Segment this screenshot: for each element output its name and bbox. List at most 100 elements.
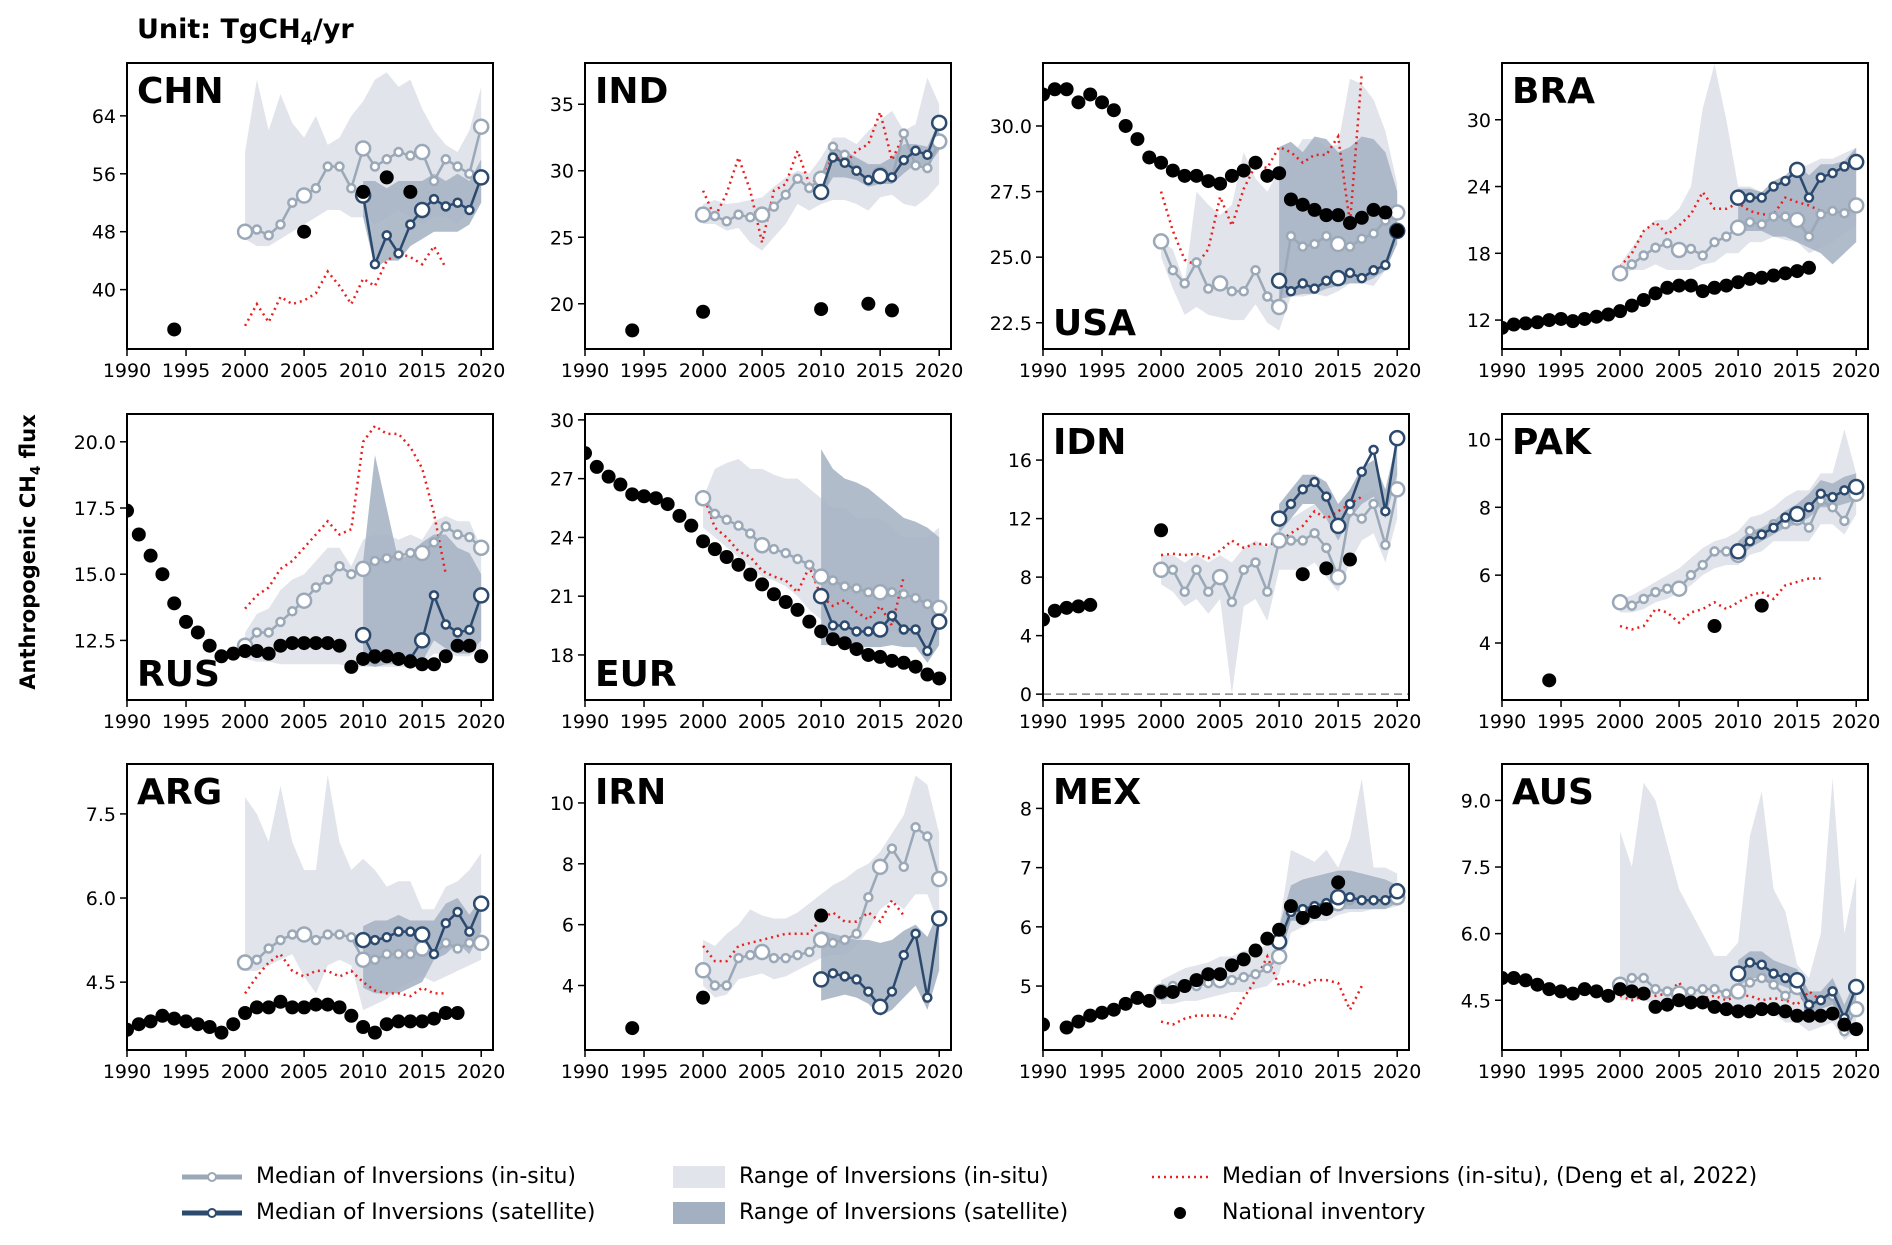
x-tick-label: 2010: [797, 1061, 845, 1083]
inventory-point: [1154, 523, 1169, 538]
inventory-point: [415, 657, 430, 672]
satellite-median-point: [428, 590, 440, 601]
x-tick-label: 2005: [738, 711, 786, 733]
insitu-median-point: [310, 183, 322, 194]
insitu-median-point: [709, 210, 721, 222]
inventory-point: [861, 647, 876, 662]
x-tick-label: 2010: [1714, 1061, 1762, 1083]
inventory-point: [814, 624, 829, 639]
insitu-median-point: [1756, 972, 1767, 984]
insitu-median-point: [1670, 241, 1688, 259]
insitu-median-point: [381, 553, 392, 564]
inventory-point: [143, 1014, 158, 1029]
insitu-median-point: [1626, 972, 1638, 984]
satellite-median-point: [839, 157, 850, 169]
inventory-point: [1801, 260, 1816, 275]
plot-area: [1043, 429, 1409, 695]
x-tick-label: 1990: [103, 1061, 151, 1083]
x-tick-label: 2020: [457, 360, 505, 382]
insitu-median-point: [1744, 525, 1756, 537]
insitu-median-point: [721, 980, 732, 991]
inventory-point: [1059, 82, 1074, 97]
legend-item-satellite-median: Median of Inversions (satellite): [182, 1200, 595, 1225]
insitu-median-point: [1321, 542, 1332, 554]
satellite-median-point: [1780, 175, 1791, 187]
inventory-point: [1672, 993, 1687, 1008]
satellite-median-point: [1803, 999, 1815, 1010]
x-tick-label: 2020: [1832, 711, 1880, 733]
y-tick-label: 30: [550, 161, 574, 183]
x-tick-label: 2010: [1255, 711, 1303, 733]
inventory-point: [1742, 271, 1757, 286]
inventory-point: [238, 644, 253, 659]
y-tick-label: 0: [1020, 684, 1032, 706]
y-tick-label: 15.0: [74, 564, 116, 586]
inventory-point: [1213, 176, 1228, 191]
insitu-range-band: [1620, 429, 1857, 613]
satellite-median-point: [1780, 972, 1791, 984]
insitu-median-point: [1662, 986, 1673, 997]
y-tick-label: 30.0: [990, 116, 1032, 138]
satellite-median-point: [863, 986, 874, 997]
x-tick-label: 1995: [1537, 360, 1585, 382]
insitu-median-point: [922, 162, 933, 174]
insitu-median-point: [922, 831, 933, 842]
satellite-median-point: [381, 932, 392, 943]
inventory-point: [403, 654, 418, 669]
insitu-median-point: [393, 550, 404, 561]
inventory-point: [1825, 1006, 1840, 1021]
x-tick-label: 1995: [1537, 1061, 1585, 1083]
insitu-median-point: [346, 183, 357, 194]
y-tick-label: 6: [562, 915, 574, 937]
insitu-median-point: [413, 143, 431, 161]
x-tick-label: 1990: [561, 360, 609, 382]
insitu-median-point: [1650, 983, 1661, 995]
y-tick-label: 5: [1020, 976, 1032, 998]
y-tick-label: 6: [1020, 917, 1032, 939]
satellite-median-point: [922, 992, 933, 1003]
inventory-point: [320, 636, 335, 651]
y-tick-label: 4: [1479, 633, 1491, 655]
insitu-median-point: [1780, 990, 1791, 1002]
insitu-median-point: [745, 528, 756, 539]
inventory-point: [214, 649, 229, 664]
x-tick-label: 2005: [738, 360, 786, 382]
insitu-median-point: [827, 937, 839, 949]
x-tick-label: 2020: [915, 711, 963, 733]
y-tick-label: 7: [1020, 858, 1032, 880]
satellite-median-point: [1380, 894, 1391, 906]
panel-title: IND: [595, 71, 668, 112]
satellite-median-point: [393, 248, 404, 259]
satellite-median-point: [1803, 192, 1815, 203]
satellite-median-point: [393, 926, 404, 937]
inventory-point: [1636, 293, 1651, 308]
y-axis-label: Anthropogenic CH4 flux: [16, 414, 44, 689]
insitu-median-point: [745, 949, 756, 961]
panel-title: EUR: [595, 654, 677, 695]
inventory-point: [1118, 996, 1133, 1011]
inventory-point: [1719, 1002, 1734, 1017]
insitu-median-point: [1847, 1000, 1865, 1018]
insitu-median-point: [322, 161, 333, 172]
insitu-median-point: [898, 588, 910, 600]
satellite-median-point: [1344, 891, 1356, 903]
insitu-median-point: [354, 951, 372, 968]
inventory-point: [625, 323, 640, 338]
plot-area: [1043, 73, 1406, 331]
inventory-point: [861, 296, 876, 311]
insitu-median-point: [452, 529, 463, 540]
insitu-median-point: [405, 948, 416, 960]
y-tick-label: 4: [1020, 626, 1032, 648]
insitu-median-point: [1250, 557, 1261, 568]
insitu-median-point: [1262, 963, 1273, 974]
inventory-point: [1754, 1002, 1769, 1017]
y-tick-label: 25.0: [990, 247, 1032, 269]
axes-frame: [1501, 62, 1869, 350]
panel-title: BRA: [1512, 71, 1595, 112]
insitu-median-point: [709, 980, 721, 991]
inventory-swatch: [1174, 1206, 1186, 1219]
x-tick-label: 2010: [797, 711, 845, 733]
satellite-median-point: [1344, 498, 1356, 510]
x-tick-label: 2015: [1773, 360, 1821, 382]
insitu-median-point: [472, 118, 490, 135]
